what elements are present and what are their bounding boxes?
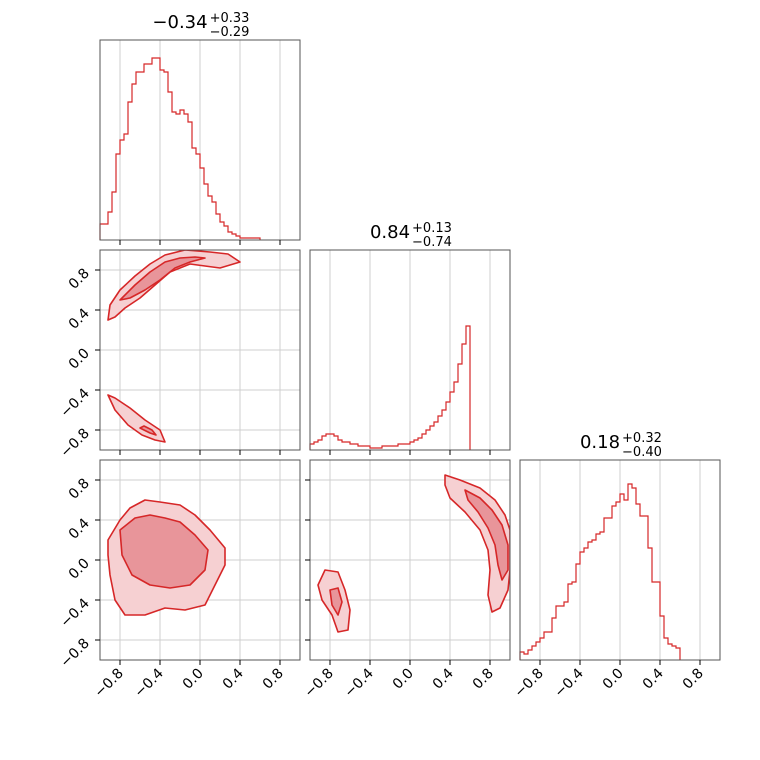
- panel-1-2-ytick-label: 0.8: [66, 266, 93, 293]
- panel-1-3-xtick-label: −0.4: [131, 665, 166, 700]
- panel-1-2-contour-inner-2: [119, 256, 206, 301]
- hist-1-step-line: [99, 57, 261, 240]
- hist-2-title-lower: −0.74: [412, 235, 452, 250]
- hist-3-title: 0.18: [580, 432, 620, 453]
- panel-1-3-contour-inner-2: [119, 514, 209, 589]
- panel-1-3-ytick-label: 0.8: [66, 476, 93, 503]
- panel-1-3-xtick-label: 0.4: [220, 665, 247, 692]
- panel-2-3-xtick-label: −0.4: [341, 665, 376, 700]
- hist-3-xtick-label: 0.4: [640, 665, 667, 692]
- panel-1-2-ytick-label: 0.0: [66, 346, 93, 373]
- hist-2-title-upper: +0.13: [412, 221, 452, 236]
- panel-1-3-xtick-label: 0.8: [260, 666, 287, 693]
- hist-3-step-line: [519, 483, 681, 660]
- panel-1-2-ytick-label: −0.4: [57, 385, 92, 420]
- panel-1-3-ytick-label: 0.4: [66, 515, 93, 542]
- hist-1-title-lower: −0.29: [210, 25, 250, 40]
- hist-2-title: 0.84: [370, 222, 410, 243]
- panel-1-2-ytick-label: −0.8: [57, 426, 92, 461]
- panel-1-3-ytick-label: −0.4: [57, 595, 92, 630]
- panel-1-2-contour-inner-4: [139, 425, 157, 436]
- panel-2-3-contour-outer-1: [444, 474, 510, 613]
- hist-1-title: −0.34: [152, 12, 207, 33]
- hist-3-xtick-label: −0.4: [551, 665, 586, 700]
- panel-1-2-ytick-label: 0.4: [66, 305, 93, 332]
- hist-3-xtick-label: −0.8: [511, 666, 546, 701]
- panel-2-3-xtick-label: −0.8: [301, 666, 336, 701]
- hist-3-xtick-label: 0.0: [600, 666, 627, 693]
- hist-3-title-upper: +0.32: [622, 431, 662, 446]
- hist-2-step-line: [309, 325, 471, 450]
- panel-1-3-xtick-label: 0.0: [180, 666, 207, 693]
- hist-3-xtick-label: 0.8: [680, 666, 707, 693]
- hist-3-title-lower: −0.40: [622, 445, 662, 460]
- panel-2-3-xtick-label: 0.8: [470, 666, 497, 693]
- panel-1-3-xtick-label: −0.8: [91, 666, 126, 701]
- panel-2-3-contour-inner-4: [329, 587, 343, 616]
- panel-2-3-xtick-label: 0.4: [430, 665, 457, 692]
- hist-1-title-upper: +0.33: [210, 11, 250, 26]
- panel-1-3-ytick-label: 0.0: [66, 556, 93, 583]
- panel-2-3-contour-inner-2: [464, 489, 509, 581]
- panel-2-3-xtick-label: 0.0: [390, 666, 417, 693]
- panel-1-3-ytick-label: −0.8: [57, 636, 92, 671]
